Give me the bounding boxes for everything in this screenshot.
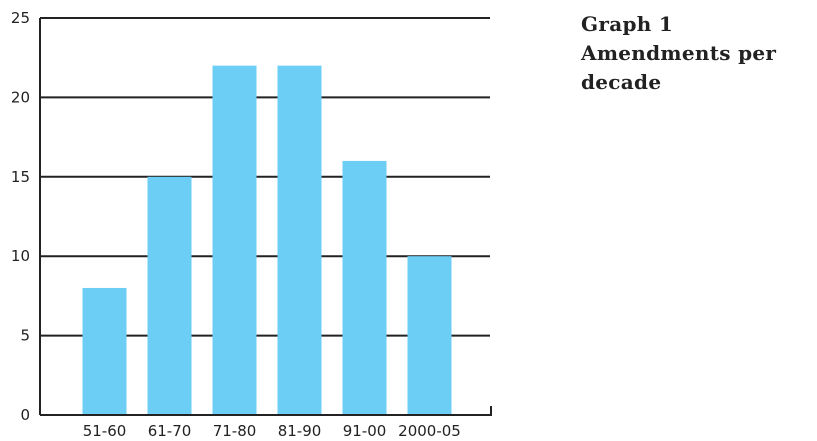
bar-51-60 bbox=[82, 287, 127, 415]
x-tick-label: 2000-05 bbox=[398, 422, 461, 440]
x-tick-labels: 51-60 61-70 71-80 81-90 91-00 2000-05 bbox=[83, 422, 461, 440]
y-tick-label: 10 bbox=[11, 247, 30, 265]
y-tick-label: 5 bbox=[20, 327, 30, 345]
graph-label: Graph 1 bbox=[581, 12, 674, 36]
bar-71-80 bbox=[212, 65, 257, 415]
chart-title-line-1: Amendments per bbox=[581, 41, 777, 65]
chart-caption: Graph 1 Amendments per decade bbox=[581, 10, 813, 97]
x-tick-label: 61-70 bbox=[148, 422, 192, 440]
y-tick-label: 15 bbox=[11, 168, 30, 186]
y-tick-label: 0 bbox=[20, 406, 30, 424]
x-tick-label: 91-00 bbox=[343, 422, 387, 440]
x-tick-label: 81-90 bbox=[278, 422, 322, 440]
bar-91-00 bbox=[342, 160, 387, 415]
bar-2000-05 bbox=[407, 256, 452, 415]
chart-title-line-2: decade bbox=[581, 70, 662, 94]
y-tick-label: 25 bbox=[11, 9, 30, 27]
y-tick-labels: 0 5 10 15 20 25 bbox=[11, 9, 30, 424]
axes bbox=[39, 17, 492, 416]
x-tick-label: 51-60 bbox=[83, 422, 127, 440]
y-tick-label: 20 bbox=[11, 88, 30, 106]
bar-81-90 bbox=[277, 65, 322, 415]
bar-61-70 bbox=[147, 176, 192, 415]
bars bbox=[82, 65, 452, 415]
x-tick-label: 71-80 bbox=[213, 422, 257, 440]
